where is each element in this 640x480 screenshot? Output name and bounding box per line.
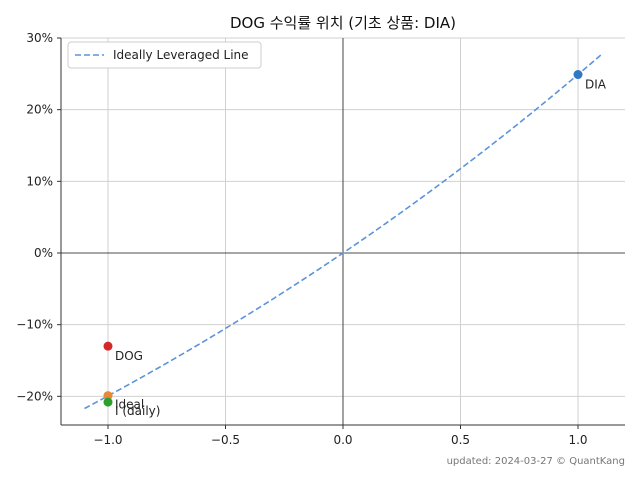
x-tick-label: −1.0 — [93, 433, 122, 447]
legend-label: Ideally Leveraged Line — [113, 48, 249, 62]
point-label: DIA — [585, 78, 607, 92]
y-tick-label: 30% — [26, 31, 53, 45]
x-tick-label: −0.5 — [211, 433, 240, 447]
axes: −1.0 −0.5 0.0 0.5 1.0 −20% −10% 0% 10% 20% 30% — [16, 31, 625, 447]
point-label: DOG — [115, 349, 143, 363]
point-label: I (daily) — [115, 404, 160, 418]
y-tick-label: 10% — [26, 174, 53, 188]
y-tick-label: 20% — [26, 103, 53, 117]
point-i-daily — [103, 397, 113, 407]
y-tick-label: −20% — [16, 389, 53, 403]
y-tick-label: 0% — [34, 246, 53, 260]
point-dog — [103, 341, 113, 351]
x-tick-label: 1.0 — [568, 433, 587, 447]
footer-note: updated: 2024-03-27 © QuantKang — [447, 456, 625, 467]
ideal-leveraged-line — [84, 53, 603, 410]
y-tick-label: −10% — [16, 318, 53, 332]
point-label: Ideal — [115, 398, 144, 412]
legend: Ideally Leveraged Line — [67, 41, 262, 69]
x-tick-label: 0.0 — [333, 433, 352, 447]
chart-title: DOG 수익률 위치 (기초 상품: DIA) — [230, 14, 456, 32]
point-ideal — [103, 391, 113, 401]
point-dia — [573, 70, 583, 80]
x-tick-label: 0.5 — [451, 433, 470, 447]
legend-box — [67, 41, 262, 69]
